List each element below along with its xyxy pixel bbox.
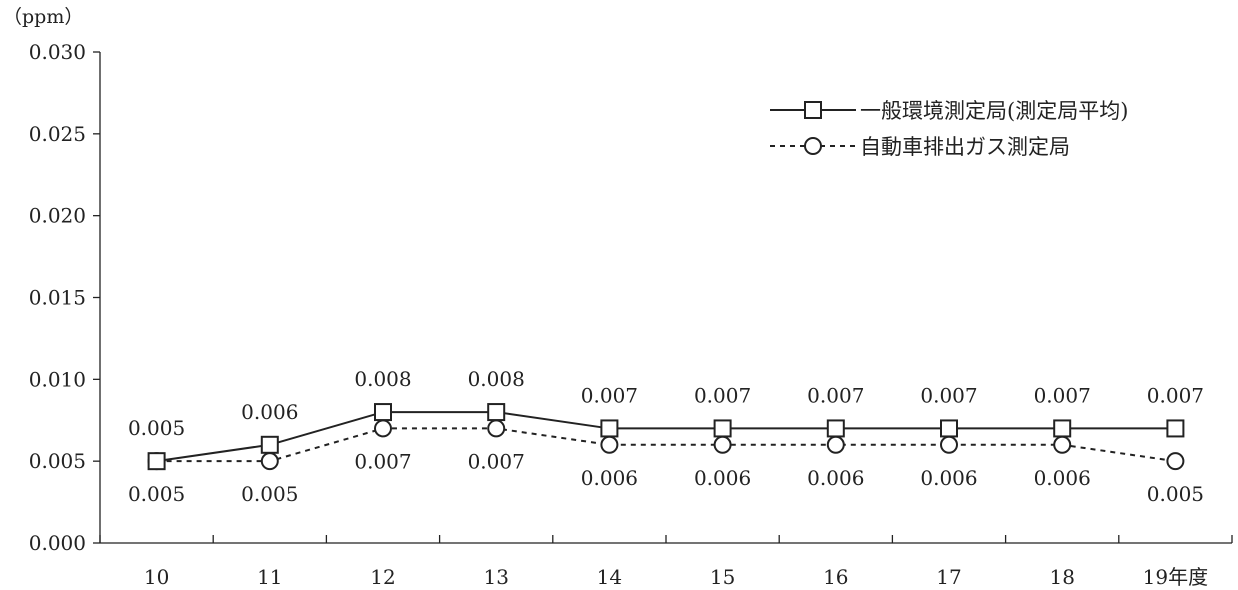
y-tick-label: 0.015 xyxy=(29,286,86,310)
x-tick-label: 16 xyxy=(823,565,848,589)
x-tick-label: 11 xyxy=(257,565,282,589)
legend-square-marker xyxy=(804,101,822,119)
data-label-s1: 0.006 xyxy=(807,466,864,490)
data-point-circle xyxy=(826,435,845,454)
x-tick-label: 17 xyxy=(936,565,961,589)
data-label-s0: 0.007 xyxy=(581,383,638,407)
data-point-square xyxy=(147,452,166,471)
y-tick-label: 0.025 xyxy=(29,122,86,146)
data-point-square xyxy=(1166,419,1185,438)
data-label-s1: 0.006 xyxy=(581,466,638,490)
x-axis-ticks: 10 11 12 13 14 15 16 17 18 19年度 xyxy=(99,535,1233,589)
data-label-s1: 0.006 xyxy=(920,466,977,490)
y-tick-label: 0.010 xyxy=(29,367,86,391)
series-layer xyxy=(147,403,1185,471)
data-label-s0: 0.007 xyxy=(920,383,977,407)
series-line-1 xyxy=(156,427,1176,463)
x-tick-label: 12 xyxy=(370,565,395,589)
data-label-s0: 0.007 xyxy=(1034,383,1091,407)
legend-circle-marker xyxy=(804,137,822,155)
data-point-circle xyxy=(1053,435,1072,454)
data-point-circle xyxy=(600,435,619,454)
y-axis-ticks: 0.000 0.005 0.010 0.015 0.020 0.025 0.030 xyxy=(29,40,100,555)
data-label-s1: 0.006 xyxy=(1034,466,1091,490)
data-point-square xyxy=(374,403,392,422)
data-label-s0: 0.005 xyxy=(128,416,185,440)
legend-item-roadside: 自動車排出ガス測定局 xyxy=(770,135,1070,159)
x-tick-label: 18 xyxy=(1049,565,1074,589)
data-label-s1: 0.005 xyxy=(128,482,185,506)
data-label-s1: 0.007 xyxy=(354,449,411,473)
data-label-s1: 0.005 xyxy=(1147,482,1204,506)
y-tick-label: 0.000 xyxy=(29,531,86,555)
data-label-s0: 0.007 xyxy=(1147,383,1204,407)
legend-item-general: 一般環境測定局(測定局平均) xyxy=(770,99,1128,123)
data-label-s0: 0.007 xyxy=(807,383,864,407)
data-point-square xyxy=(260,435,279,454)
data-point-circle xyxy=(1166,452,1185,471)
x-tick-label: 10 xyxy=(144,565,169,589)
y-tick-label: 0.020 xyxy=(29,204,86,228)
legend-label-roadside: 自動車排出ガス測定局 xyxy=(860,135,1070,159)
x-tick-label: 13 xyxy=(483,565,508,589)
y-tick-label: 0.030 xyxy=(29,40,86,64)
x-tick-label: 19年度 xyxy=(1143,565,1208,589)
x-tick-label: 15 xyxy=(710,565,735,589)
data-label-s0: 0.008 xyxy=(468,367,525,391)
data-label-s0: 0.008 xyxy=(354,367,411,391)
data-point-square xyxy=(1053,419,1072,438)
data-label-s1: 0.005 xyxy=(241,482,298,506)
data-point-square xyxy=(713,419,732,438)
data-point-circle xyxy=(940,435,958,454)
data-label-s1: 0.007 xyxy=(468,449,525,473)
data-point-square xyxy=(487,403,506,422)
y-unit-label: （ppm） xyxy=(3,6,83,28)
series-line-0 xyxy=(156,411,1176,463)
data-point-square xyxy=(826,419,845,438)
data-point-circle xyxy=(374,419,392,438)
data-point-square xyxy=(940,419,958,438)
data-point-circle xyxy=(260,452,279,471)
legend-label-general: 一般環境測定局(測定局平均) xyxy=(860,99,1128,123)
data-label-s1: 0.006 xyxy=(694,466,751,490)
data-point-circle xyxy=(487,419,506,438)
data-labels: 0.005 0.006 0.008 0.008 0.007 0.007 0.007 0.007… xyxy=(128,367,1204,506)
data-point-square xyxy=(600,419,619,438)
y-tick-label: 0.005 xyxy=(29,449,86,473)
x-tick-label: 14 xyxy=(597,565,622,589)
data-label-s0: 0.006 xyxy=(241,400,298,424)
legend: 一般環境測定局(測定局平均) 自動車排出ガス測定局 xyxy=(770,99,1128,159)
data-point-circle xyxy=(713,435,732,454)
data-label-s0: 0.007 xyxy=(694,383,751,407)
